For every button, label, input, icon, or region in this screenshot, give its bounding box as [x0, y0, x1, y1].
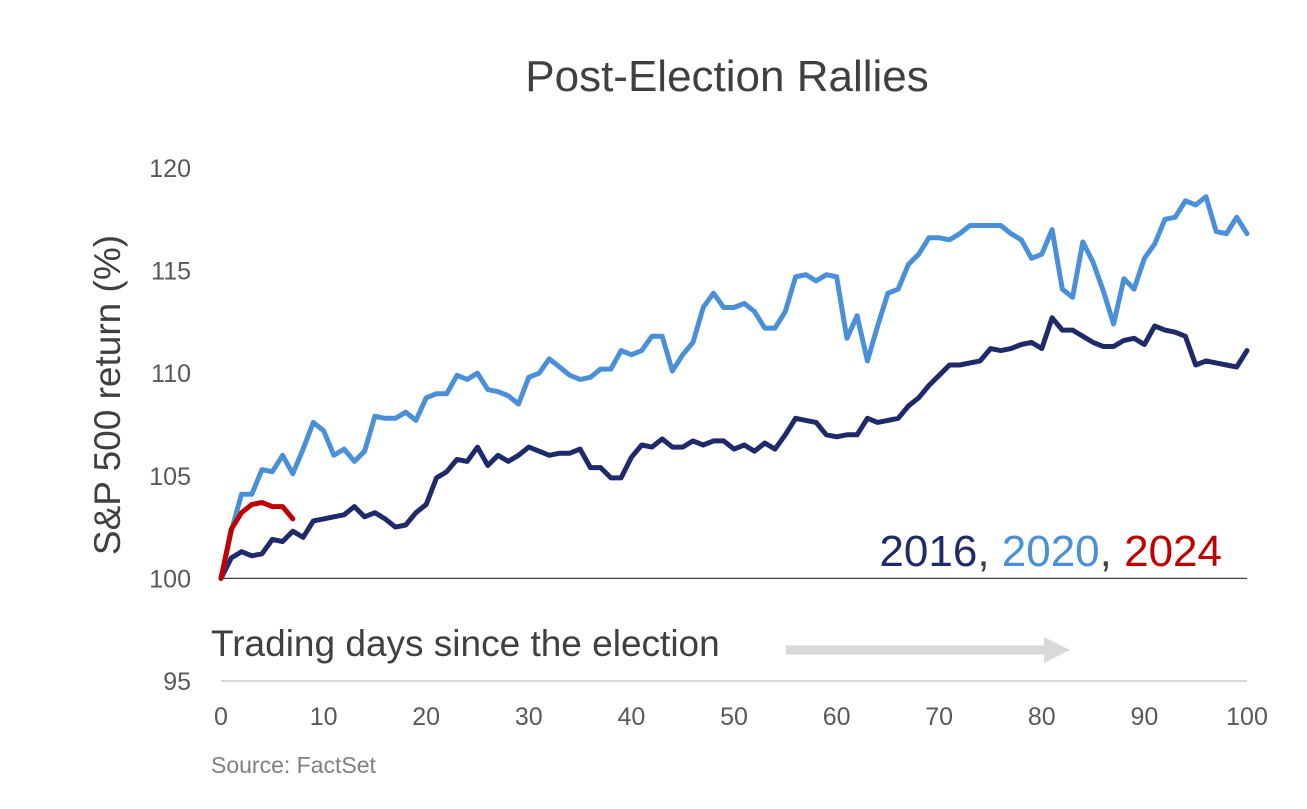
x-tick-label: 50: [720, 703, 748, 731]
series-line-2016: [218, 315, 1250, 581]
source-note: Source: FactSet: [211, 752, 377, 778]
series-line-2020: [218, 194, 1250, 581]
y-tick-label: 105: [149, 463, 191, 491]
legend-separator: ,: [977, 527, 1001, 576]
y-tick-label: 100: [149, 565, 191, 593]
y-tick-label: 95: [163, 668, 191, 696]
x-tick-label: 60: [823, 703, 851, 731]
legend-item-2024: 2024: [1124, 527, 1222, 576]
legend: 2016, 2020, 2024: [879, 527, 1222, 576]
x-tick-label: 30: [515, 703, 543, 731]
x-tick-label: 0: [214, 703, 228, 731]
x-tick-label: 80: [1028, 703, 1056, 731]
annotation-arrow: [786, 637, 1070, 663]
series-line-2024: [218, 500, 296, 581]
series-lines: [218, 194, 1250, 581]
y-tick-labels: 95 100 105 110 115 120: [149, 155, 191, 696]
x-tick-labels: 0 10 20 30 40 50 60 70 80 90 100: [214, 703, 1268, 731]
legend-separator: ,: [1100, 527, 1124, 576]
y-tick-label: 115: [151, 258, 191, 286]
chart-title: Post-Election Rallies: [525, 52, 929, 101]
x-tick-label: 40: [617, 703, 645, 731]
x-tick-label: 20: [412, 703, 440, 731]
x-axis-annotation: Trading days since the election: [211, 623, 720, 664]
x-tick-label: 70: [925, 703, 953, 731]
x-tick-label: 10: [310, 703, 338, 731]
legend-item-2016: 2016: [879, 527, 977, 576]
y-tick-label: 120: [149, 155, 191, 183]
x-tick-label: 100: [1226, 703, 1268, 731]
y-tick-label: 110: [151, 360, 191, 388]
y-axis-label: S&P 500 return (%): [87, 235, 128, 555]
x-tick-label: 90: [1130, 703, 1158, 731]
legend-item-2020: 2020: [1002, 527, 1100, 576]
